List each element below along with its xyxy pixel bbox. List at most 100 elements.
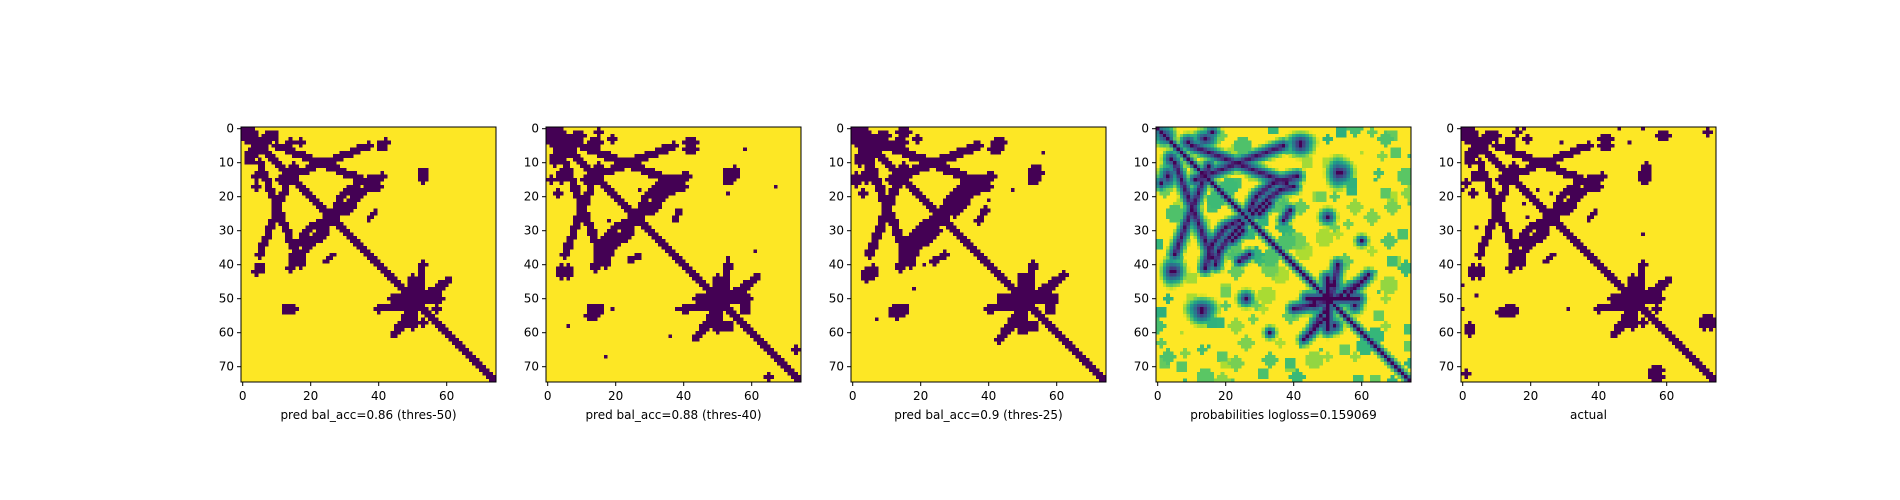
heatmap-cell-run xyxy=(1159,174,1164,179)
heatmap-cell-run xyxy=(773,184,778,189)
heatmap-cell-run xyxy=(1275,191,1279,196)
heatmap-cell-run xyxy=(1339,174,1344,179)
heatmap-cell-run xyxy=(1159,133,1164,138)
heatmap-cell-run xyxy=(1227,235,1232,240)
heatmap-cell-run xyxy=(1254,218,1259,223)
heatmap-cell-run xyxy=(1210,232,1215,237)
heatmap-cell-run xyxy=(1264,161,1269,165)
heatmap-cell-run xyxy=(1173,133,1177,138)
heatmap-cell-run xyxy=(864,164,876,169)
heatmap-cell-run xyxy=(1326,164,1330,169)
heatmap-cell-run xyxy=(1353,167,1357,172)
heatmap-cell-run xyxy=(1176,188,1181,192)
heatmap-cell-run xyxy=(1336,314,1340,318)
heatmap-cell-run xyxy=(1237,229,1242,233)
heatmap-cell-run xyxy=(1227,191,1235,196)
heatmap-cell-run xyxy=(1196,348,1208,352)
heatmap-cell-run xyxy=(1346,283,1351,288)
heatmap-cell-run xyxy=(864,266,879,271)
heatmap-cell-run xyxy=(1186,208,1191,213)
x-tick-label: 0 xyxy=(239,389,247,403)
heatmap-cell-run xyxy=(1535,205,1547,209)
heatmap-cell-run xyxy=(1251,154,1255,158)
heatmap-cell-run xyxy=(881,201,896,206)
heatmap-cell-run xyxy=(1339,157,1344,162)
heatmap-cell-run xyxy=(1203,303,1208,308)
heatmap-cell-run xyxy=(891,150,916,155)
heatmap-cell-run xyxy=(1508,164,1520,169)
heatmap-cell-run xyxy=(1461,137,1499,141)
heatmap-cell-run xyxy=(1305,358,1317,362)
heatmap-cell-run xyxy=(1156,324,1167,328)
heatmap-cell-run xyxy=(1207,252,1211,257)
heatmap-cell-run xyxy=(1217,314,1221,318)
heatmap-cell-run xyxy=(1251,150,1255,155)
heatmap-cell-run xyxy=(1336,130,1347,135)
heatmap-cell-run xyxy=(1173,161,1177,165)
heatmap-cell-run xyxy=(1166,280,1170,284)
heatmap-cell-run xyxy=(258,242,269,247)
heatmap-cell-run xyxy=(1169,235,1174,240)
y-tick-label: 0 xyxy=(836,122,844,136)
heatmap-cell-run xyxy=(1186,147,1191,152)
heatmap-cell-run xyxy=(1360,239,1364,243)
heatmap-cell-run xyxy=(1244,154,1249,158)
heatmap-cell-run xyxy=(546,130,567,135)
heatmap-cell-run xyxy=(1237,154,1242,158)
heatmap-cell-run xyxy=(1217,232,1221,237)
x-axis-label: actual xyxy=(1570,408,1607,422)
heatmap-cell-run xyxy=(1346,263,1351,267)
heatmap-cell-run xyxy=(1699,324,1717,328)
heatmap-cell-run xyxy=(1196,191,1201,196)
heatmap-cell-run xyxy=(1281,140,1286,145)
heatmap-cell-run xyxy=(1339,266,1344,271)
heatmap-cell-run xyxy=(1213,174,1218,179)
heatmap-cell-run xyxy=(1007,286,1035,291)
heatmap-cell-run xyxy=(1383,276,1395,281)
heatmap-cell-run xyxy=(583,191,594,196)
heatmap-cell-run xyxy=(1220,222,1225,226)
heatmap-cell-run xyxy=(1203,164,1208,169)
heatmap-cell-run xyxy=(1183,354,1187,359)
heatmap-cell-run xyxy=(1590,212,1598,216)
heatmap-cell-run xyxy=(1196,293,1201,298)
heatmap-cell-run xyxy=(1196,154,1201,158)
heatmap-cell-run xyxy=(1377,154,1388,158)
heatmap-cell-run xyxy=(1027,269,1035,274)
heatmap-cell-run xyxy=(1522,246,1533,250)
heatmap-cell-run xyxy=(1213,130,1218,135)
heatmap-cell-run xyxy=(1210,174,1215,179)
heatmap-cell-run xyxy=(1339,286,1344,291)
heatmap-cell-run xyxy=(675,307,734,311)
heatmap-cell-run xyxy=(1224,246,1228,250)
heatmap-cell-run xyxy=(1292,167,1296,172)
heatmap-cell-run xyxy=(1305,314,1310,318)
heatmap-cell-run xyxy=(1230,273,1242,277)
heatmap-cell-run xyxy=(390,300,442,305)
heatmap-cell-run xyxy=(1302,310,1306,315)
heatmap-cell-run xyxy=(593,242,622,247)
heatmap-cell-run xyxy=(1176,198,1181,203)
heatmap-cell-run xyxy=(1339,283,1344,288)
heatmap-cell-run xyxy=(1305,361,1313,366)
heatmap-cell-run xyxy=(1207,150,1211,155)
heatmap-cell-run xyxy=(908,188,920,192)
heatmap-cell-run xyxy=(1166,167,1170,172)
heatmap-cell-run xyxy=(1203,317,1208,322)
heatmap-cell-run xyxy=(1261,215,1266,220)
heatmap-cell-run xyxy=(1220,266,1225,271)
heatmap-cell-run xyxy=(1610,280,1622,284)
heatmap-cell-run xyxy=(1234,212,1238,216)
heatmap-cell-run xyxy=(854,171,859,175)
heatmap-cell-run xyxy=(380,171,385,175)
heatmap-cell-run xyxy=(851,133,893,138)
heatmap-cell-run xyxy=(1397,259,1402,264)
heatmap-cell-run xyxy=(264,130,279,135)
heatmap-cell-run xyxy=(1312,361,1323,366)
heatmap-cell-run xyxy=(1031,164,1042,169)
heatmap-cell-run xyxy=(1363,276,1368,281)
heatmap-cell-run xyxy=(1467,273,1486,277)
heatmap-cell-run xyxy=(1038,317,1049,322)
heatmap-cell-run xyxy=(1366,249,1378,254)
heatmap-cell-run xyxy=(1295,154,1300,158)
